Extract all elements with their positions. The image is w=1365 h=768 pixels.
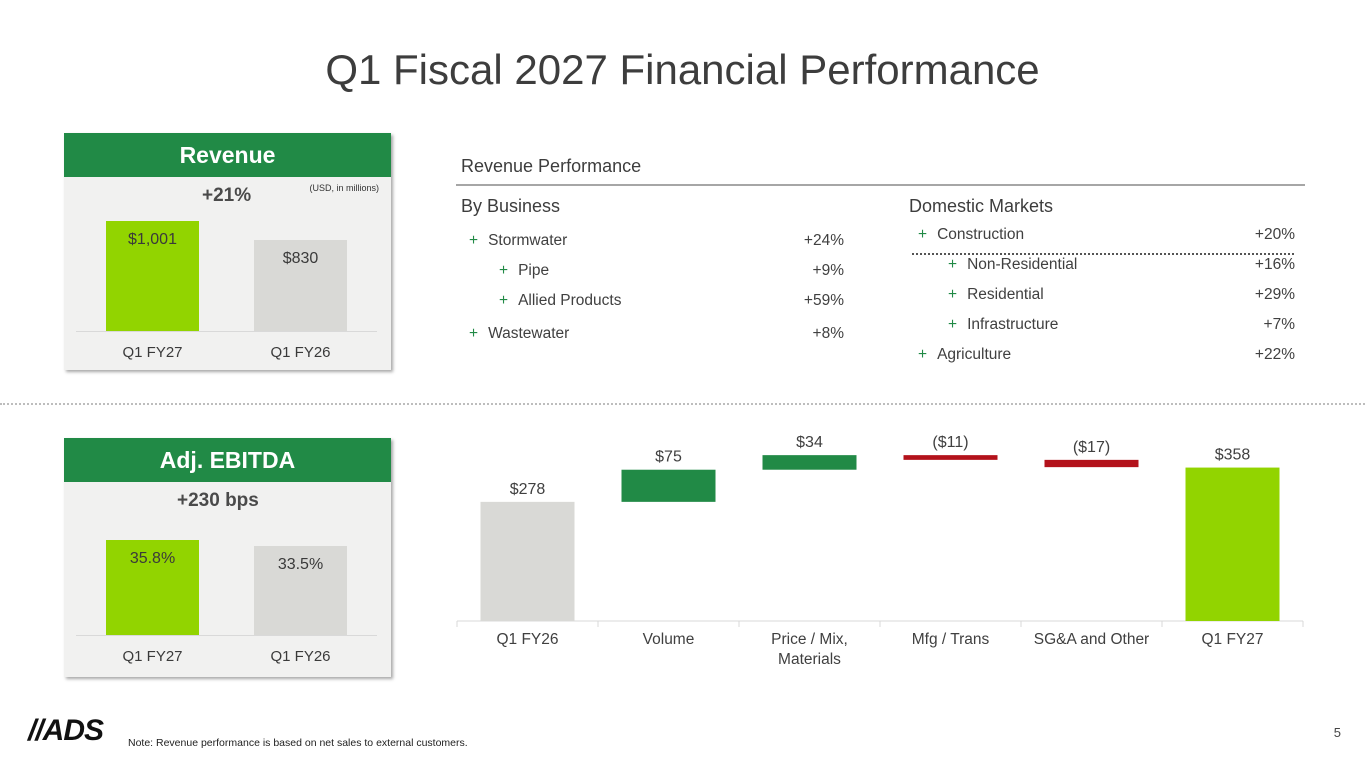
domestic-markets-row-3: + Infrastructure <box>948 316 1058 334</box>
page-number: 5 <box>1333 725 1341 740</box>
page-title: Q1 Fiscal 2027 Financial Performance <box>325 46 1040 93</box>
by-business-row-value: +24% <box>803 232 844 249</box>
by-business-row-label: Allied Products <box>518 292 622 309</box>
ads-logo: //ADS <box>28 714 104 747</box>
domestic-markets-row-0: + Construction <box>918 226 1024 244</box>
waterfall-bar-2 <box>762 455 857 470</box>
waterfall-data-label-4: ($17) <box>1073 439 1110 456</box>
revenue-bar-0: $1,001 <box>106 221 199 331</box>
waterfall-bar-4 <box>1044 459 1139 468</box>
waterfall-category-label-2: Price / Mix, <box>771 631 848 648</box>
waterfall-bar-3 <box>903 455 998 460</box>
waterfall-category-label-3: Mfg / Trans <box>912 631 990 648</box>
domestic-markets-row-label: Residential <box>967 286 1044 303</box>
revenue-panel-header: Revenue <box>64 133 391 177</box>
domestic-markets-row-value: +20% <box>1254 226 1295 243</box>
revenue-axis <box>76 331 377 332</box>
ebitda-axis <box>76 635 377 636</box>
domestic-markets-row-4: + Agriculture <box>918 346 1011 364</box>
revenue-change: +21% <box>202 185 252 206</box>
section-divider <box>0 403 1365 405</box>
waterfall-data-label-1: $75 <box>655 449 682 466</box>
ebitda-change: +230 bps <box>177 490 259 511</box>
by-business-row-1: + Pipe <box>499 262 549 280</box>
plus-icon: + <box>918 346 928 363</box>
ebitda-category-label-1: Q1 FY26 <box>270 648 331 665</box>
domestic-markets-row-value: +16% <box>1254 256 1295 273</box>
revenue-category-label-1: Q1 FY26 <box>270 344 331 361</box>
waterfall-bar-1 <box>621 469 716 502</box>
by-business-row-value: +8% <box>812 325 844 342</box>
plus-icon: + <box>499 292 509 309</box>
domestic-markets-row-label: Non-Residential <box>967 256 1078 273</box>
ebitda-bar-0: 35.8% <box>106 540 199 635</box>
waterfall-data-label-0: $278 <box>510 481 546 498</box>
ebitda-bar-label-0: 35.8% <box>129 550 176 567</box>
revenue-bar-1: $830 <box>254 240 347 331</box>
ebitda-panel-header: Adj. EBITDA <box>64 438 391 482</box>
domestic-markets-row-value: +7% <box>1263 316 1295 333</box>
domestic-markets-row-label: Infrastructure <box>967 316 1059 333</box>
plus-icon: + <box>948 286 958 303</box>
waterfall-category-label-1: Volume <box>643 631 695 648</box>
waterfall-data-label-3: ($11) <box>932 434 968 451</box>
domestic-markets-row-1: + Non-Residential <box>948 256 1077 274</box>
revenue-panel: Revenue +21% (USD, in millions) $1,001 Q1… <box>64 133 391 370</box>
waterfall-data-label-5: $358 <box>1215 447 1251 464</box>
revenue-performance-rule <box>456 184 1305 186</box>
by-business-row-0: + Stormwater <box>469 232 567 250</box>
plus-icon: + <box>499 262 509 279</box>
domestic-markets-row-value: +29% <box>1254 286 1295 303</box>
bridge-waterfall-chart: $278 Q1 FY26 $75 Volume $34 Price / Mix, Mater… <box>456 434 1304 668</box>
revenue-performance-title: Revenue Performance <box>461 156 642 176</box>
domestic-markets-row-label: Construction <box>937 226 1025 243</box>
by-business-row-value: +9% <box>812 262 844 279</box>
ebitda-bar-label-1: 33.5% <box>277 556 324 573</box>
by-business-row-label: Stormwater <box>488 232 568 249</box>
waterfall-bar-5 <box>1185 467 1280 621</box>
footnote: Note: Revenue performance is based on ne… <box>128 737 468 749</box>
ebitda-panel: Adj. EBITDA +230 bps 35.8% Q1 FY27 33.5% Q1… <box>64 438 391 677</box>
domestic-markets-row-label: Agriculture <box>937 346 1012 363</box>
domestic-markets-heading: Domestic Markets <box>909 196 1054 216</box>
waterfall-category-label-2: Materials <box>778 651 841 668</box>
domestic-markets-row-value: +22% <box>1254 346 1295 363</box>
plus-icon: + <box>948 256 958 273</box>
revenue-bar-label-0: $1,001 <box>128 231 177 248</box>
plus-icon: + <box>469 232 479 249</box>
waterfall-data-label-2: $34 <box>796 434 823 451</box>
revenue-category-label-0: Q1 FY27 <box>122 344 183 361</box>
waterfall-category-label-4: SG&A and Other <box>1034 631 1149 648</box>
ebitda-bar-1: 33.5% <box>254 546 347 635</box>
ebitda-category-label-0: Q1 FY27 <box>122 648 183 665</box>
waterfall-bar-0 <box>480 501 575 621</box>
waterfall-category-label-5: Q1 FY27 <box>1201 631 1263 648</box>
waterfall-category-label-0: Q1 FY26 <box>496 631 558 648</box>
by-business-row-3: + Wastewater <box>469 325 569 343</box>
revenue-units: (USD, in millions) <box>309 183 379 193</box>
by-business-row-value: +59% <box>803 292 844 309</box>
plus-icon: + <box>469 325 479 342</box>
by-business-row-label: Wastewater <box>488 325 570 342</box>
by-business-row-label: Pipe <box>518 262 550 279</box>
domestic-markets-row-2: + Residential <box>948 286 1044 304</box>
by-business-heading: By Business <box>461 196 561 216</box>
by-business-row-2: + Allied Products <box>499 292 621 310</box>
plus-icon: + <box>918 226 928 243</box>
construction-dotted-rule <box>912 253 1294 255</box>
plus-icon: + <box>948 316 958 333</box>
revenue-bar-label-1: $830 <box>282 250 319 267</box>
